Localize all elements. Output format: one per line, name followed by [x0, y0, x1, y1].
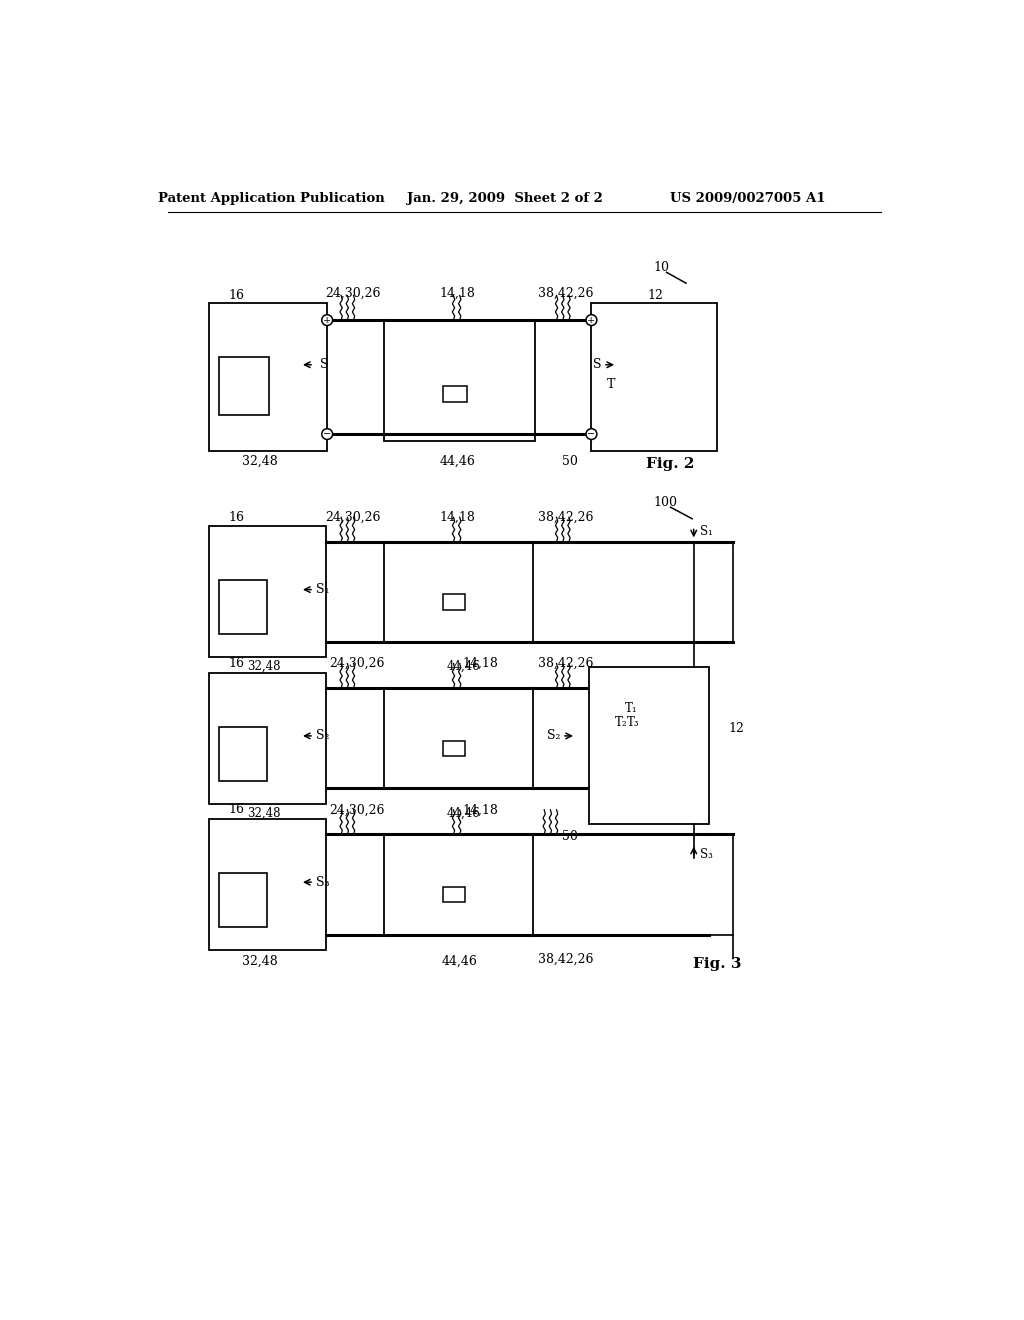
- Text: 12: 12: [647, 289, 663, 302]
- Bar: [219, 358, 269, 414]
- Text: −: −: [588, 429, 596, 438]
- Bar: [219, 873, 266, 927]
- Text: 24,30,26: 24,30,26: [325, 286, 381, 300]
- Text: 38,42,26: 38,42,26: [539, 286, 594, 300]
- Text: 100: 100: [653, 496, 677, 510]
- Bar: [209, 673, 326, 804]
- Text: 24,30,26: 24,30,26: [329, 804, 384, 816]
- Bar: [592, 304, 717, 451]
- Text: 32,48: 32,48: [247, 807, 281, 820]
- Bar: [384, 321, 535, 441]
- Text: S: S: [321, 358, 329, 371]
- Text: 38,42,26: 38,42,26: [539, 657, 594, 671]
- Text: 16: 16: [228, 289, 245, 302]
- Text: 32,48: 32,48: [247, 660, 281, 673]
- Bar: [443, 594, 465, 610]
- Text: +: +: [323, 315, 332, 325]
- Text: S₂: S₂: [547, 730, 560, 742]
- Text: 10: 10: [653, 261, 670, 275]
- Bar: [589, 667, 710, 825]
- Text: 38,42,26: 38,42,26: [539, 511, 594, 524]
- Text: T: T: [607, 378, 615, 391]
- Text: Fig. 2: Fig. 2: [646, 457, 694, 471]
- Bar: [384, 834, 532, 935]
- Text: S₃: S₃: [700, 847, 713, 861]
- Text: 16: 16: [228, 657, 245, 671]
- Text: 50: 50: [562, 454, 578, 467]
- Text: 44,46: 44,46: [446, 807, 480, 820]
- Text: 24,30,26: 24,30,26: [329, 657, 384, 671]
- Text: T₂: T₂: [614, 715, 628, 729]
- Circle shape: [322, 429, 333, 440]
- Text: S: S: [593, 358, 601, 371]
- Text: 14,18: 14,18: [439, 286, 475, 300]
- Bar: [219, 581, 266, 635]
- Text: Fig. 3: Fig. 3: [693, 957, 741, 970]
- Text: Jan. 29, 2009  Sheet 2 of 2: Jan. 29, 2009 Sheet 2 of 2: [408, 191, 603, 205]
- Text: US 2009/0027005 A1: US 2009/0027005 A1: [671, 191, 825, 205]
- Text: 32,48: 32,48: [242, 454, 278, 467]
- Text: Patent Application Publication: Patent Application Publication: [158, 191, 385, 205]
- Circle shape: [586, 314, 597, 326]
- Text: S₁: S₁: [700, 524, 713, 537]
- Text: S₃: S₃: [316, 875, 330, 888]
- Text: T₁: T₁: [625, 702, 637, 715]
- Bar: [209, 818, 326, 950]
- Text: +: +: [588, 315, 596, 325]
- Text: 24,30,26: 24,30,26: [325, 511, 381, 524]
- Text: S₂: S₂: [316, 730, 330, 742]
- Bar: [209, 304, 328, 451]
- Bar: [443, 385, 467, 403]
- Bar: [219, 726, 266, 780]
- Bar: [384, 541, 532, 642]
- Text: 32,48: 32,48: [242, 954, 278, 968]
- Text: S₁: S₁: [316, 583, 330, 597]
- Text: 16: 16: [228, 804, 245, 816]
- Text: 14,18: 14,18: [439, 511, 475, 524]
- Bar: [443, 741, 465, 756]
- Text: 50: 50: [562, 829, 578, 842]
- Circle shape: [586, 429, 597, 440]
- Text: 44,46: 44,46: [441, 954, 477, 968]
- Text: 44,46: 44,46: [439, 454, 475, 467]
- Text: −: −: [324, 429, 331, 438]
- Bar: [384, 688, 532, 788]
- Text: 44,46: 44,46: [446, 660, 480, 673]
- Circle shape: [322, 314, 333, 326]
- Text: 14,18: 14,18: [463, 804, 499, 816]
- Text: T₃: T₃: [627, 715, 640, 729]
- Text: 12: 12: [728, 722, 744, 735]
- Bar: [209, 527, 326, 657]
- Text: 38,42,26: 38,42,26: [539, 953, 594, 966]
- Bar: [443, 887, 465, 903]
- Text: 16: 16: [228, 511, 245, 524]
- Text: 14,18: 14,18: [463, 657, 499, 671]
